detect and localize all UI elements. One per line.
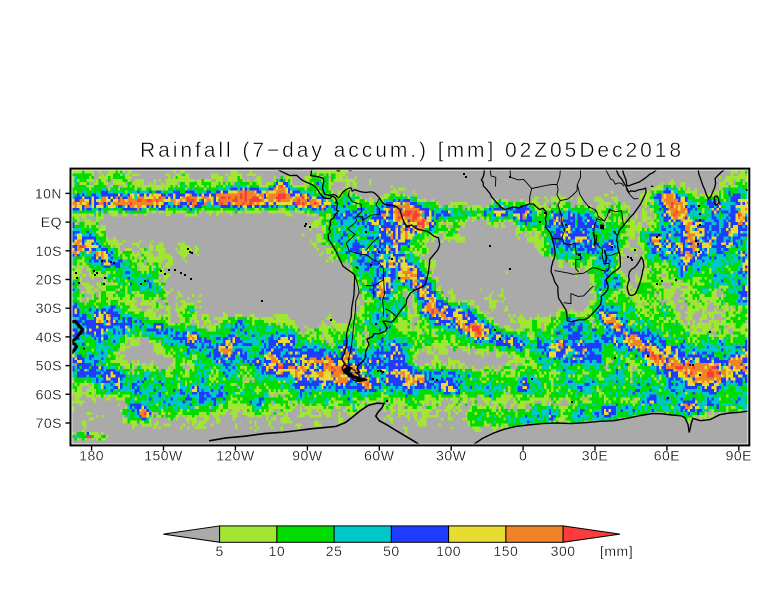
svg-text:150W: 150W [144,448,183,464]
svg-text:60W: 60W [364,448,395,464]
svg-text:EQ: EQ [41,214,62,230]
svg-text:50S: 50S [36,358,62,374]
svg-text:60S: 60S [36,386,62,402]
svg-text:20S: 20S [36,272,62,288]
svg-text:70S: 70S [36,415,62,431]
svg-text:10S: 10S [36,243,62,259]
svg-text:30S: 30S [36,300,62,316]
svg-text:300: 300 [551,543,576,559]
svg-text:90E: 90E [726,448,752,464]
svg-text:0: 0 [519,448,527,464]
svg-text:90W: 90W [292,448,323,464]
svg-text:150: 150 [493,543,518,559]
svg-text:40S: 40S [36,329,62,345]
svg-text:[mm]: [mm] [600,543,633,559]
svg-text:10N: 10N [35,185,62,201]
svg-text:10: 10 [269,543,286,559]
svg-text:100: 100 [436,543,461,559]
svg-text:Rainfall (7−day accum.) [mm] 0: Rainfall (7−day accum.) [mm] 02Z05Dec201… [140,139,684,162]
svg-text:120W: 120W [216,448,255,464]
svg-text:60E: 60E [654,448,680,464]
svg-text:180: 180 [79,448,104,464]
svg-text:25: 25 [326,543,343,559]
svg-text:30W: 30W [436,448,467,464]
svg-text:5: 5 [215,543,223,559]
svg-text:50: 50 [383,543,400,559]
svg-text:30E: 30E [582,448,608,464]
